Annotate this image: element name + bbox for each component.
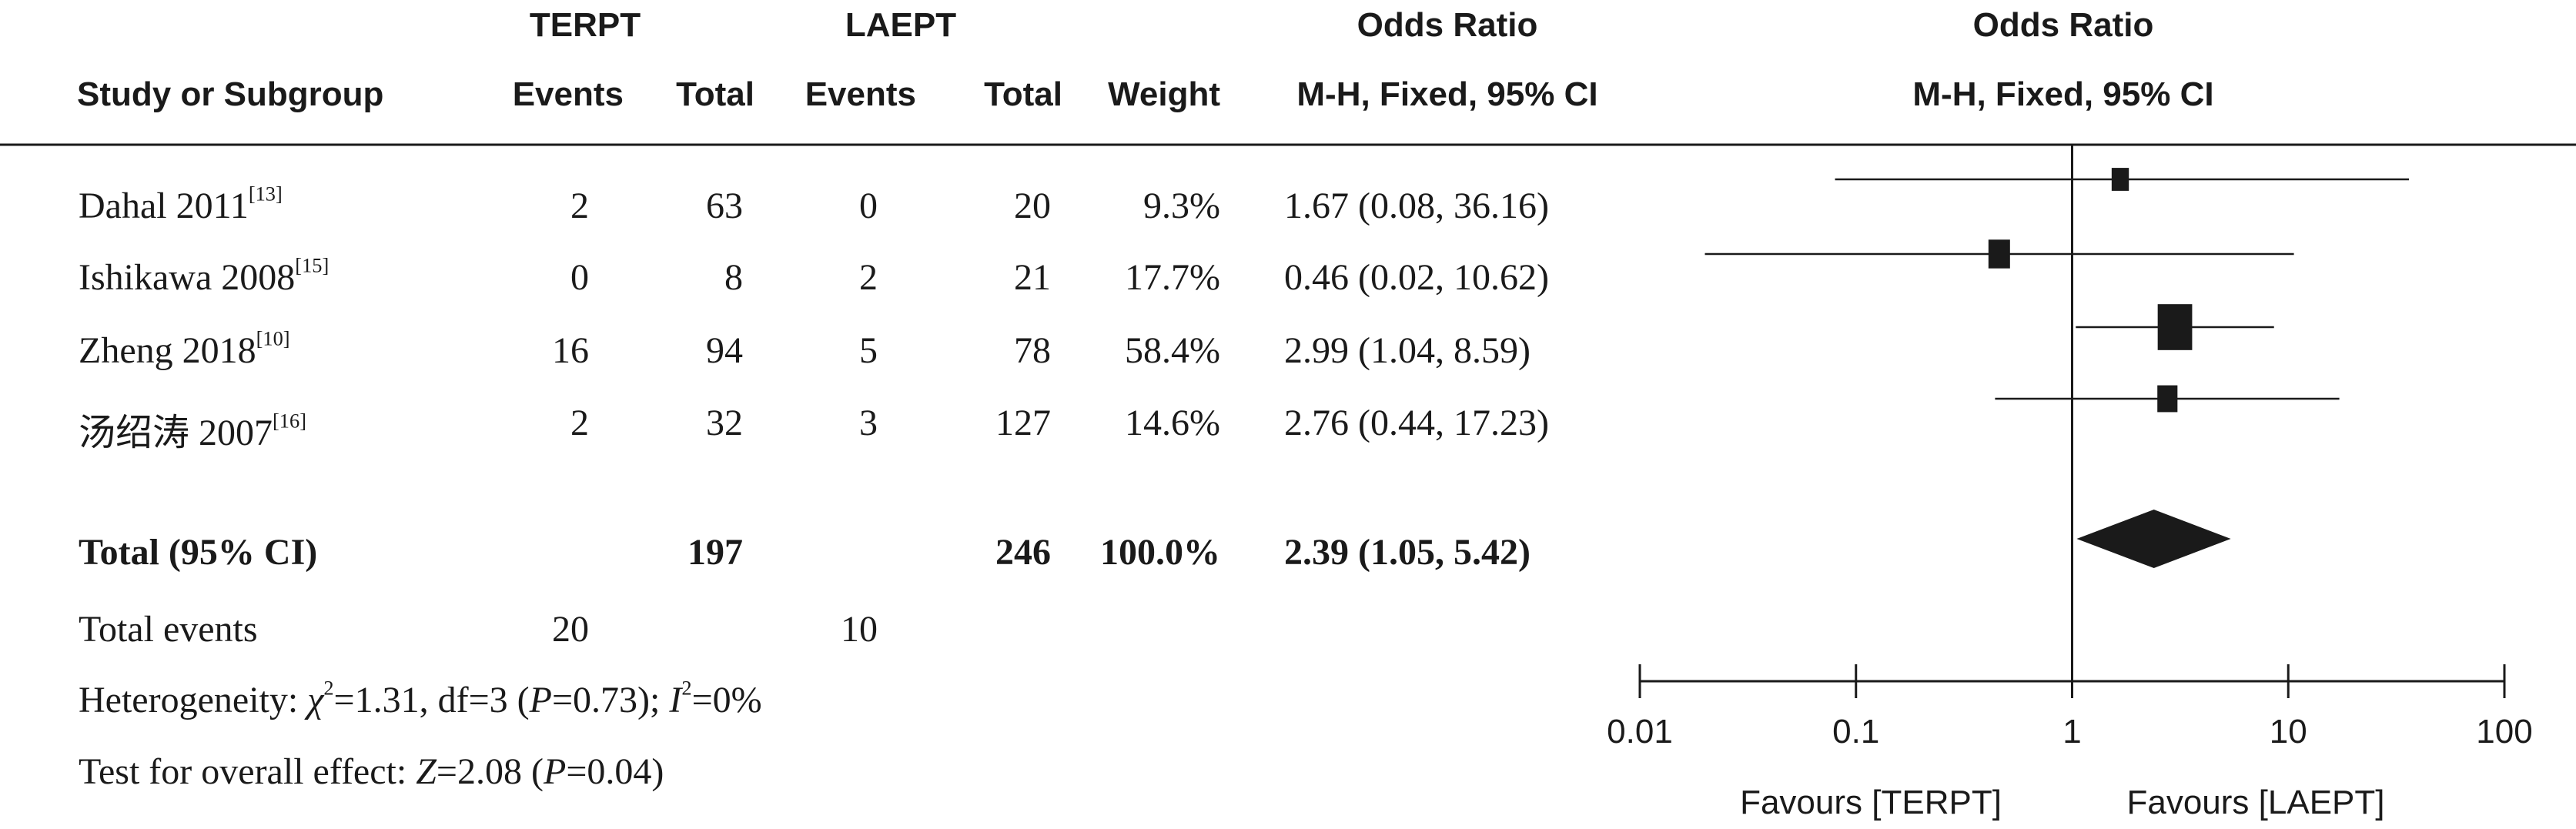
col-total1: Total [676,75,754,113]
x-tick-label: 1 [2062,713,2081,750]
study-point-square [2111,168,2129,191]
x-tick-label: 0.1 [1832,713,1879,750]
col-study: Study or Subgroup [77,75,384,113]
study-ci: 1.67 (0.08, 36.16) [1284,186,1549,226]
study-events1: 2 [570,186,589,226]
study-ci: 2.99 (1.04, 8.59) [1284,330,1531,371]
total-events1: 20 [552,609,589,650]
col-events2: Events [805,75,916,113]
x-tick-label: 0.01 [1607,713,1673,750]
or-table-title: Odds Ratio [1357,6,1538,44]
study-events1: 0 [570,257,589,298]
study-events2: 2 [859,257,878,298]
total-events-label: Total events [79,609,258,650]
col-events1: Events [512,75,624,113]
study-total2: 20 [1014,186,1051,226]
study-weight: 17.7% [1125,257,1220,298]
favours-left: Favours [TERPT] [1740,784,2002,821]
study-total1: 32 [706,403,743,443]
total-weight: 100.0% [1100,532,1220,573]
study-point-square [2157,385,2178,413]
study-weight: 14.6% [1125,403,1220,443]
col-weight: Weight [1108,75,1220,113]
col-method: M-H, Fixed, 95% CI [1296,75,1598,113]
plot-method: M-H, Fixed, 95% CI [1912,75,2214,113]
x-tick-label: 10 [2270,713,2307,750]
study-name: 汤绍涛 2007[16] [79,409,306,453]
study-name: Zheng 2018[10] [79,326,290,371]
study-weight: 58.4% [1125,330,1220,371]
study-ci: 0.46 (0.02, 10.62) [1284,257,1549,298]
col-total2: Total [984,75,1062,113]
study-point-square [1988,239,2010,269]
study-total1: 94 [706,330,743,371]
total-total2: 246 [995,532,1051,573]
study-total1: 8 [724,257,743,298]
pooled-diamond [2076,510,2231,568]
study-events1: 2 [570,403,589,443]
study-ci: 2.76 (0.44, 17.23) [1284,403,1549,443]
study-total2: 78 [1014,330,1051,371]
study-total1: 63 [706,186,743,226]
heterogeneity-text: Heterogeneity: χ2=1.31, df=3 (P=0.73); I… [79,676,762,720]
total-events2: 10 [841,609,878,650]
study-name: Dahal 2011[13] [79,182,283,226]
x-tick-label: 100 [2476,713,2532,750]
study-weight: 9.3% [1143,186,1220,226]
total-total1: 197 [687,532,743,573]
study-events2: 5 [859,330,878,371]
study-total2: 21 [1014,257,1051,298]
group1-header: TERPT [529,6,641,44]
favours-right: Favours [LAEPT] [2126,784,2385,821]
plot-title: Odds Ratio [1972,6,2154,44]
total-label: Total (95% CI) [79,532,318,573]
study-total2: 127 [995,403,1051,443]
study-events2: 0 [859,186,878,226]
study-events1: 16 [552,330,589,371]
overall-effect-text: Test for overall effect: Z=2.08 (P=0.04) [79,751,664,792]
total-ci: 2.39 (1.05, 5.42) [1284,532,1531,573]
study-point-square [2157,304,2193,350]
study-name: Ishikawa 2008[15] [79,253,330,298]
group2-header: LAEPT [845,6,957,44]
study-events2: 3 [859,403,878,443]
